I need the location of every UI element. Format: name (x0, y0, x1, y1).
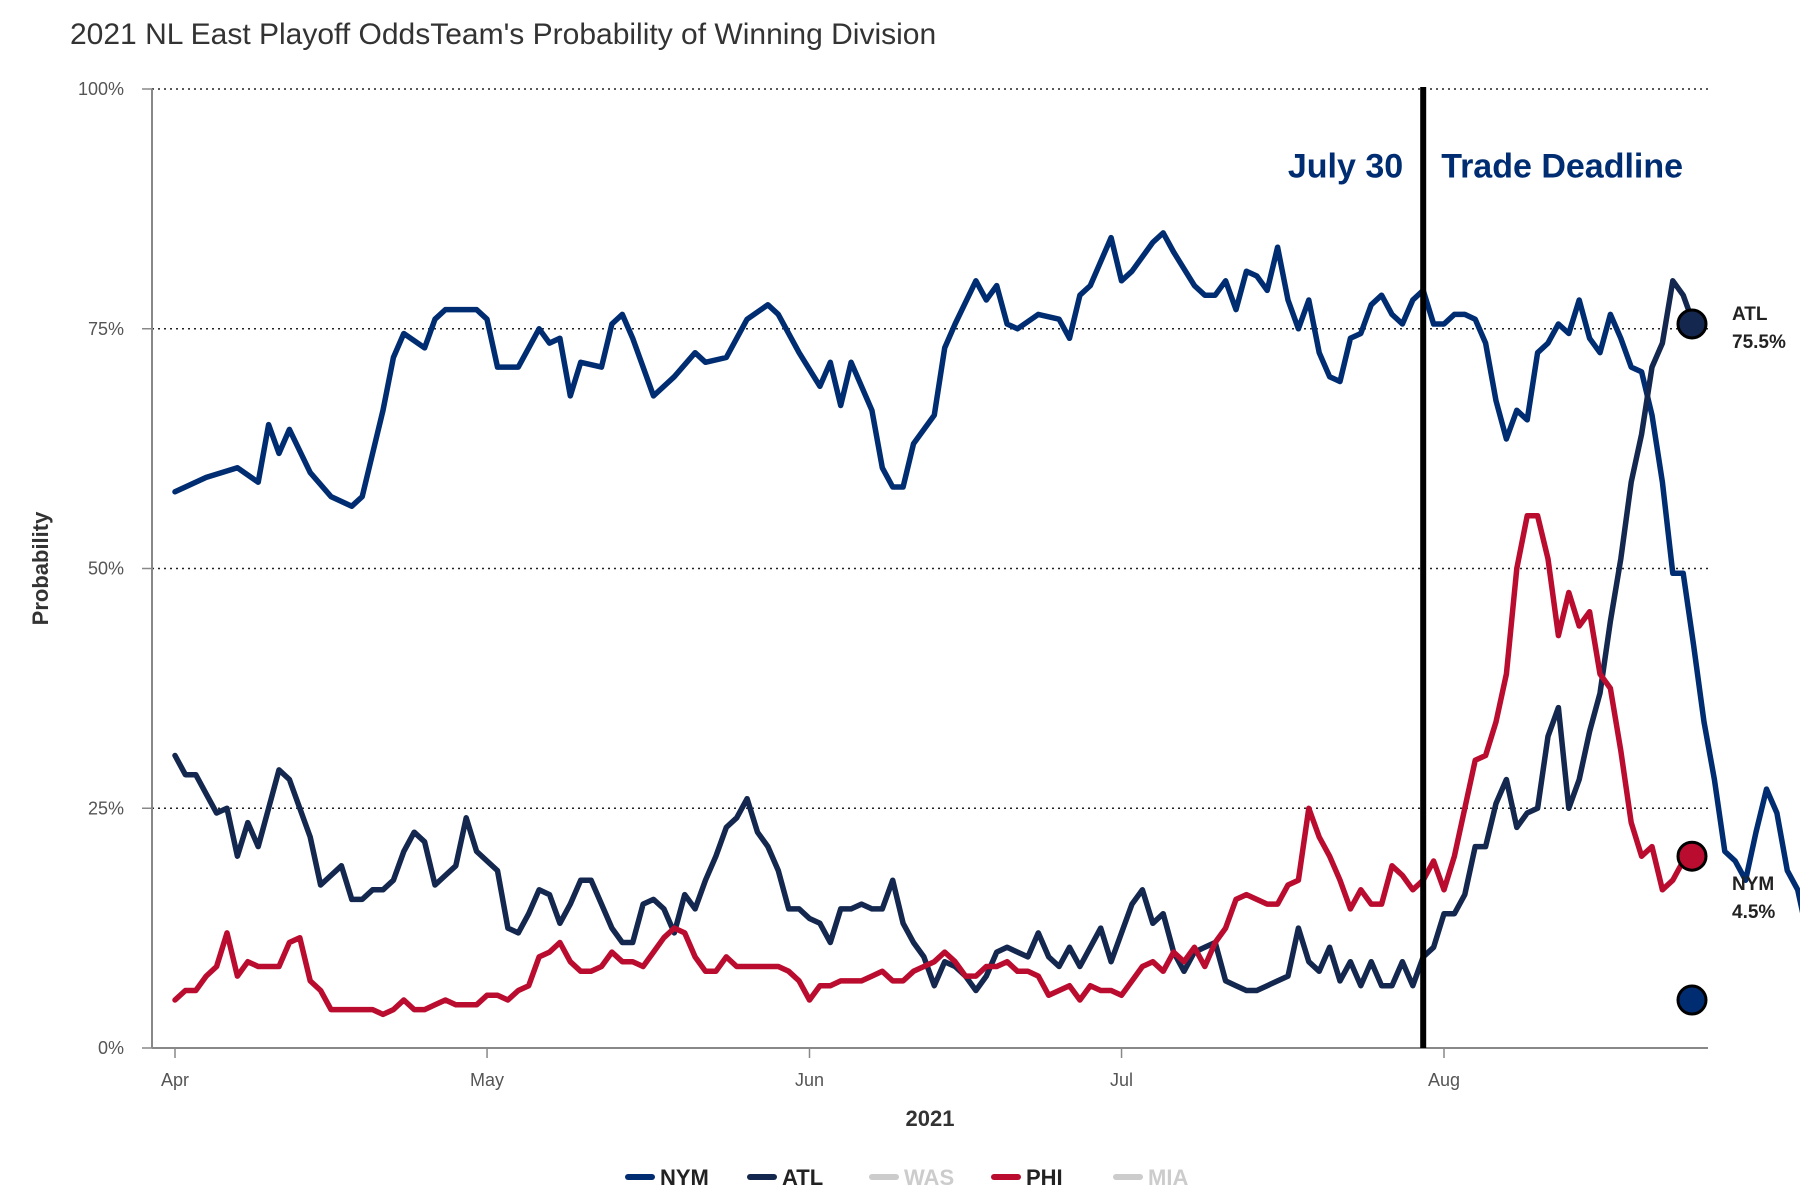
tick-label-x: Jul (1110, 1070, 1133, 1090)
legend-item-was: WAS (869, 1165, 954, 1190)
tick-label-x: Jun (795, 1070, 824, 1090)
y-axis-title: Probability (28, 511, 53, 625)
legend-label: NYM (660, 1165, 709, 1190)
chart-title: 2021 NL East Playoff OddsTeam's Probabil… (70, 18, 937, 51)
legend-label: ATL (782, 1165, 823, 1190)
axis-layer: Probability 2021 (28, 89, 1708, 1131)
legend-item-nym: NYM (625, 1165, 709, 1190)
series-layer (172, 230, 1800, 1018)
series-line-phi (172, 513, 1697, 1018)
legend-item-mia: MIA (1113, 1165, 1188, 1190)
end-marker-nym (1676, 840, 1708, 872)
series-line-atl (172, 278, 1697, 994)
grid-layer: 0% 25% 50% 75% 100% Apr May Jun Jul Aug (78, 79, 1708, 1090)
legend-item-phi: PHI (991, 1165, 1063, 1190)
endpoint-layer: ATL 75.5% NYM 4.5% (1676, 304, 1786, 1016)
tick-label-y: 0% (98, 1038, 124, 1058)
legend-item-atl: ATL (747, 1165, 823, 1190)
tick-label-y: 25% (88, 798, 124, 818)
end-label-nym: NYM (1732, 874, 1774, 895)
tick-label-x: May (470, 1070, 504, 1090)
end-value-atl: 75.5% (1732, 332, 1786, 353)
annotation-label: July 30 (1288, 148, 1403, 186)
legend: NYM ATL WAS PHI MIA (625, 1165, 1188, 1190)
tick-label-y: 75% (88, 319, 124, 339)
tick-label-y: 100% (78, 79, 124, 99)
end-value-nym: 4.5% (1732, 902, 1775, 923)
legend-label: PHI (1026, 1165, 1063, 1190)
x-axis-title: 2021 (906, 1106, 955, 1131)
annotation-label: Trade Deadline (1441, 148, 1683, 186)
tick-label-x: Aug (1428, 1070, 1460, 1090)
end-marker-nym-line (1676, 984, 1708, 1016)
annotation-layer: July 30 Trade Deadline (1288, 87, 1683, 1048)
end-label-atl: ATL (1732, 304, 1768, 325)
tick-label-x: Apr (161, 1070, 189, 1090)
end-marker-atl (1676, 308, 1708, 340)
tick-label-y: 50% (88, 559, 124, 579)
series-line-nym (172, 230, 1800, 914)
legend-label: WAS (904, 1165, 954, 1190)
legend-label: MIA (1148, 1165, 1188, 1190)
